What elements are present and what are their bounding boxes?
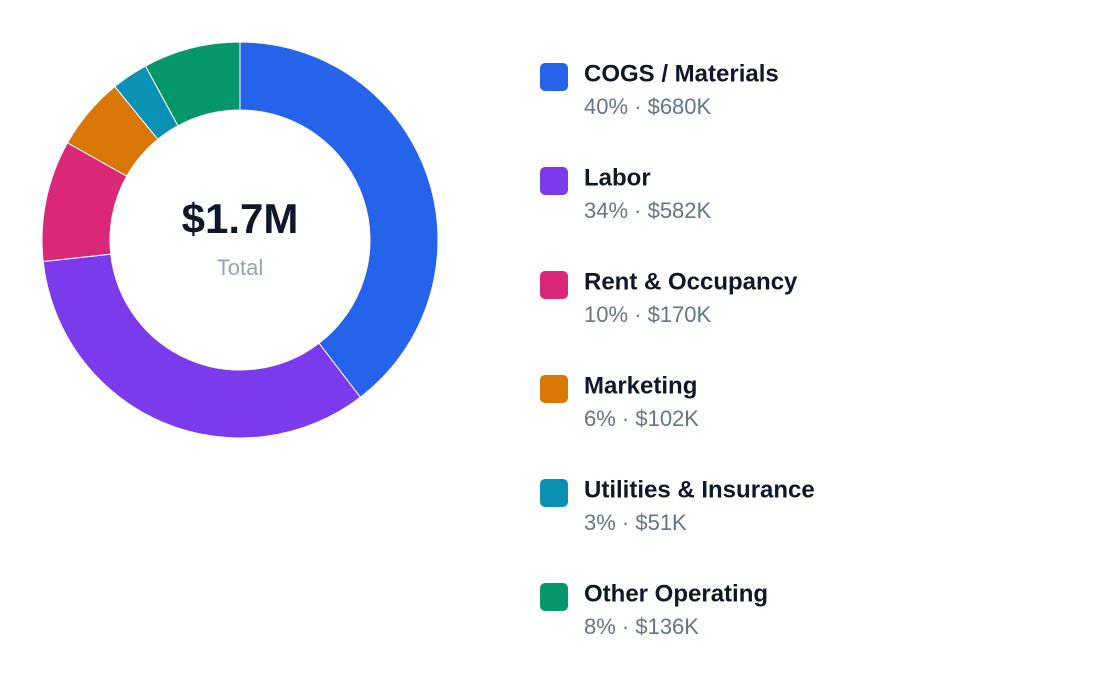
donut-segment — [42, 253, 362, 439]
donut-segment — [239, 41, 439, 398]
legend-value: 6% · $102K — [584, 406, 699, 431]
legend-value: 10% · $170K — [584, 302, 712, 327]
legend-swatch — [540, 583, 568, 611]
legend-label: Utilities & Insurance — [584, 476, 815, 503]
legend-swatch — [540, 375, 568, 403]
legend-label: Marketing — [584, 372, 697, 399]
legend-label: Labor — [584, 164, 651, 191]
donut-segment — [144, 41, 241, 127]
legend-label: Rent & Occupancy — [584, 268, 798, 295]
legend-swatch — [540, 63, 568, 91]
legend-value: 8% · $136K — [584, 614, 699, 639]
legend-label: Other Operating — [584, 580, 768, 607]
legend-swatch — [540, 271, 568, 299]
legend-label: COGS / Materials — [584, 60, 779, 87]
legend-value: 40% · $680K — [584, 94, 712, 119]
legend-swatch — [540, 167, 568, 195]
total-caption: Total — [217, 255, 263, 280]
legend-swatch — [540, 479, 568, 507]
total-value: $1.7M — [182, 195, 299, 242]
legend-value: 34% · $582K — [584, 198, 712, 223]
legend-value: 3% · $51K — [584, 510, 687, 535]
